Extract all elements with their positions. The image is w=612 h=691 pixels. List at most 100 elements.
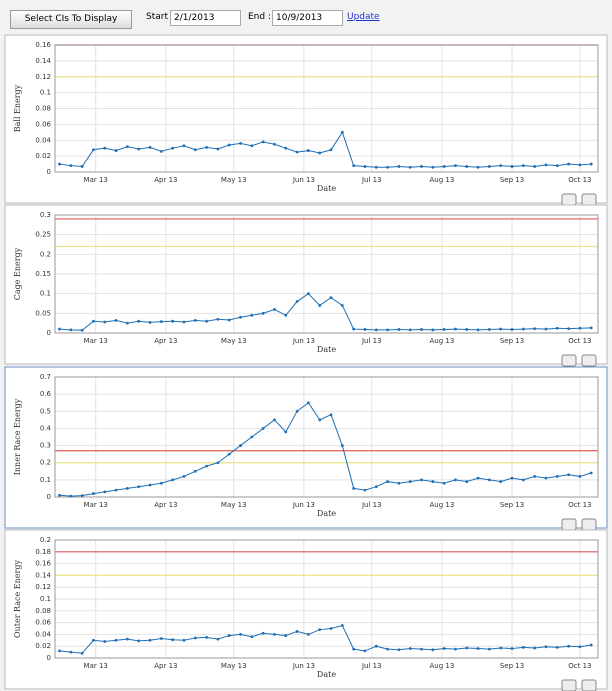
data-point: [488, 328, 491, 331]
select-button[interactable]: Select CIs To Display: [10, 10, 132, 29]
data-point: [103, 320, 107, 324]
export-icon[interactable]: [581, 354, 597, 367]
data-point: [58, 327, 61, 331]
export-icon[interactable]: [581, 679, 597, 691]
export-icon[interactable]: [561, 518, 577, 531]
data-point: [137, 639, 141, 643]
export-icon[interactable]: [581, 518, 597, 531]
plot-frame: [54, 214, 599, 334]
data-point: [555, 475, 559, 478]
x-tick-label: Aug 13: [429, 662, 454, 670]
data-point: [273, 308, 276, 311]
x-tick-label: Jul 13: [361, 501, 382, 509]
data-point: [80, 328, 84, 332]
data-point: [488, 165, 491, 168]
y-tick-label: 0.02: [35, 152, 51, 160]
data-point: [318, 418, 322, 422]
data-point: [159, 481, 163, 485]
data-point: [227, 318, 231, 322]
data-point: [352, 647, 356, 651]
data-point: [148, 483, 152, 487]
data-point: [544, 476, 548, 480]
data-point: [408, 165, 412, 169]
data-point: [363, 649, 367, 653]
data-point: [340, 130, 344, 134]
update-link[interactable]: Update: [347, 12, 380, 22]
data-point: [92, 492, 95, 495]
data-point: [499, 480, 503, 483]
y-tick-label: 0.25: [35, 231, 51, 239]
x-tick-label: Oct 13: [568, 176, 591, 184]
x-tick-label: Mar 13: [84, 176, 108, 184]
plot-frame: [54, 376, 599, 498]
data-point: [521, 645, 525, 649]
data-point: [431, 648, 435, 652]
data-point: [103, 146, 107, 150]
data-point: [533, 327, 537, 331]
data-point: [193, 636, 197, 640]
data-point: [193, 148, 197, 152]
y-tick-label: 0.7: [40, 373, 51, 381]
x-tick-label: May 13: [221, 176, 247, 184]
data-point: [465, 646, 469, 650]
data-point: [420, 328, 423, 331]
data-point: [126, 487, 129, 490]
data-point: [488, 478, 491, 482]
export-icon[interactable]: [561, 193, 577, 206]
data-point: [58, 162, 61, 166]
series-line: [59, 624, 592, 654]
data-point: [318, 304, 322, 307]
end-input[interactable]: 10/9/2013: [272, 10, 343, 26]
x-tick-label: May 13: [221, 662, 247, 670]
y-tick-label: 0.1: [40, 595, 51, 603]
data-point: [126, 145, 129, 149]
x-tick-label: Jun 13: [292, 176, 315, 184]
x-tick-label: Jun 13: [292, 501, 315, 509]
data-point: [284, 430, 288, 434]
data-point: [555, 645, 559, 649]
data-point: [431, 328, 435, 332]
data-point: [182, 638, 186, 642]
data-point: [340, 624, 344, 627]
data-point: [273, 142, 276, 146]
data-point: [284, 146, 288, 150]
data-point: [544, 327, 548, 331]
data-point: [216, 461, 220, 465]
x-tick-label: Sep 13: [500, 662, 524, 670]
x-tick-label: Apr 13: [154, 662, 177, 670]
data-point: [159, 149, 163, 153]
x-tick-label: Jul 13: [361, 176, 382, 184]
x-tick-label: Aug 13: [429, 176, 454, 184]
data-point: [137, 485, 141, 489]
x-tick-label: Sep 13: [500, 176, 524, 184]
data-point: [182, 320, 186, 324]
export-icon[interactable]: [581, 193, 597, 206]
x-tick-label: Aug 13: [429, 337, 454, 345]
data-point: [126, 637, 129, 641]
data-point: [329, 296, 333, 299]
data-point: [69, 494, 73, 498]
data-point: [352, 164, 356, 168]
data-point: [442, 328, 446, 331]
data-point: [193, 319, 197, 322]
x-tick-label: Oct 13: [568, 337, 591, 345]
start-input[interactable]: 2/1/2013: [170, 10, 241, 26]
y-tick-label: 0.04: [35, 136, 51, 144]
data-point: [250, 435, 254, 439]
data-point: [216, 317, 220, 321]
data-point: [69, 164, 73, 168]
y-tick-label: 0.4: [40, 424, 52, 432]
y-tick-label: 0.2: [40, 459, 51, 467]
x-tick-label: Mar 13: [84, 662, 108, 670]
data-point: [307, 401, 310, 405]
data-point: [408, 328, 412, 332]
export-icon[interactable]: [561, 679, 577, 691]
data-point: [80, 651, 84, 655]
y-tick-label: 0.16: [35, 41, 51, 49]
export-icon[interactable]: [561, 354, 577, 367]
data-point: [148, 320, 152, 324]
y-tick-label: 0: [47, 493, 51, 501]
start-label: Start :: [146, 12, 174, 22]
y-tick-label: 0.2: [40, 536, 51, 544]
